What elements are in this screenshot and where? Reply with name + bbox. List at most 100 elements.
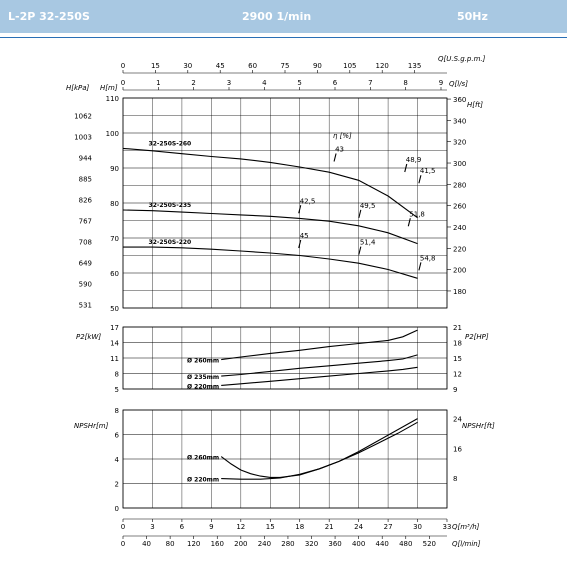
top-ls-tick-label: 9 [439,79,443,87]
npsh-curve-label: Ø 220mm [187,477,219,484]
head-kpa-tick-label: 649 [79,260,92,268]
head-kpa-tick-label: 1062 [74,113,92,121]
top-ls-tick-label: 0 [121,79,125,87]
top-ls-tick-label: 8 [403,79,407,87]
power-curve-label: Ø 220mm [187,383,219,390]
bottom-lmin-tick-label: 400 [352,540,365,548]
power-kw-axis-label: P2[kW] [76,333,101,341]
bottom-m3h-tick-label: 3 [150,523,154,531]
efficiency-mark [298,205,302,214]
efficiency-mark [358,246,362,255]
power-curve-label: Ø 235mm [187,374,219,381]
npsh-ft-tick-label: 24 [453,415,462,423]
efficiency-value-label: 41,5 [420,167,436,175]
top-gpm-tick-label: 75 [281,62,290,70]
npsh-m-tick-label: 6 [115,432,120,440]
npsh-m-tick-label: 8 [115,407,119,415]
bottom-lmin-tick-label: 320 [305,540,318,548]
bottom-lmin-tick-label: 440 [376,540,389,548]
bottom-lmin-tick-label: 0 [121,540,125,548]
efficiency-value-label: 48,9 [406,156,422,164]
top-ls-tick-label: 1 [156,79,160,87]
top-gpm-tick-label: 120 [376,62,389,70]
head-ft-axis-label: H[ft] [467,101,483,109]
bottom-lmin-tick-label: 120 [187,540,200,548]
top-gpm-tick-label: 60 [248,62,257,70]
efficiency-value-label: 54,8 [420,254,436,262]
bottom-lmin-tick-label: 480 [399,540,412,548]
npsh-m-tick-label: 4 [115,456,120,464]
top-ls-tick-label: 7 [368,79,372,87]
head-ft-tick-label: 360 [453,96,466,104]
speed-label: 2900 1/min [242,10,312,23]
efficiency-mark [358,209,362,218]
head-m-tick-label: 90 [110,165,119,173]
power-hp-tick-label: 18 [453,340,462,348]
head-curve-label: 32-250S-260 [149,140,192,147]
top-ls-tick-label: 4 [262,79,267,87]
header-bar: L-2P 32-250S 2900 1/min 50Hz [0,0,567,33]
top-gpm-tick-label: 135 [408,62,421,70]
power-curve-Ø 235mm [221,354,418,377]
head-curve-32-250S-235 [122,209,418,245]
model-title: L-2P 32-250S [8,10,90,23]
npsh-ft-axis-label: NPSHr[ft] [462,422,495,430]
top-gpm-tick-label: 0 [121,62,125,70]
head-kpa-tick-label: 885 [79,176,92,184]
bottom-m3h-tick-label: 27 [384,523,393,531]
bottom-m3h-tick-label: 12 [236,523,245,531]
power-hp-tick-label: 15 [453,355,462,363]
efficiency-mark [418,262,422,271]
power-hp-tick-label: 9 [453,386,457,394]
top-gpm-axis-label: Q[U.S.g.p.m.] [438,55,486,63]
top-gpm-tick-label: 30 [183,62,192,70]
head-kpa-tick-label: 826 [79,197,93,205]
head-m-tick-label: 110 [106,95,119,103]
head-m-tick-label: 60 [110,270,119,278]
npsh-m-tick-label: 0 [115,505,119,513]
header-rule [0,37,567,38]
top-gpm-tick-label: 90 [313,62,322,70]
efficiency-value-label: 45 [300,232,309,240]
head-kpa-tick-label: 590 [79,281,92,289]
bottom-lmin-tick-label: 360 [328,540,341,548]
bottom-lmin-tick-label: 80 [166,540,175,548]
power-kw-tick-label: 11 [110,355,119,363]
head-m-axis-label: H[m] [100,84,118,92]
head-curve-label: 32-250S-220 [149,239,192,246]
head-curve-32-250S-260 [122,147,418,219]
efficiency-mark [407,218,411,227]
efficiency-mark [404,163,408,173]
bottom-m3h-tick-label: 21 [325,523,334,531]
efficiency-mark [418,175,422,184]
bottom-lmin-tick-label: 200 [234,540,247,548]
efficiency-mark [298,239,302,249]
bottom-m3h-tick-label: 24 [354,523,363,531]
head-m-tick-label: 70 [110,235,119,243]
head-m-tick-label: 100 [106,130,119,138]
npsh-ft-tick-label: 8 [453,475,457,483]
power-curve-label: Ø 260mm [187,358,219,365]
head-kpa-tick-label: 531 [79,302,92,310]
bottom-lmin-axis-label: Q[l/min] [452,540,481,548]
bottom-lmin-tick-label: 160 [211,540,224,548]
top-gpm-tick-label: 105 [343,62,356,70]
head-ft-tick-label: 220 [453,245,466,253]
top-ls-tick-label: 2 [191,79,195,87]
head-ft-tick-label: 200 [453,267,466,275]
power-hp-axis-label: P2[HP] [465,333,489,341]
bottom-m3h-tick-label: 18 [295,523,304,531]
bottom-lmin-tick-label: 280 [281,540,294,548]
head-kpa-axis-label: H[kPa] [66,84,90,92]
efficiency-value-label: 49,5 [360,202,376,210]
top-ls-axis-label: Q[l/s] [449,80,468,88]
power-kw-tick-label: 5 [115,386,119,394]
npsh-curve-Ø 220mm [221,421,418,480]
bottom-m3h-axis-label: Q[m³/h] [452,523,480,531]
power-curve-Ø 220mm [221,366,418,386]
efficiency-value-label: 42,5 [300,197,316,205]
top-ls-tick-label: 5 [297,79,301,87]
head-ft-tick-label: 340 [453,117,466,125]
efficiency-mark [333,153,337,162]
